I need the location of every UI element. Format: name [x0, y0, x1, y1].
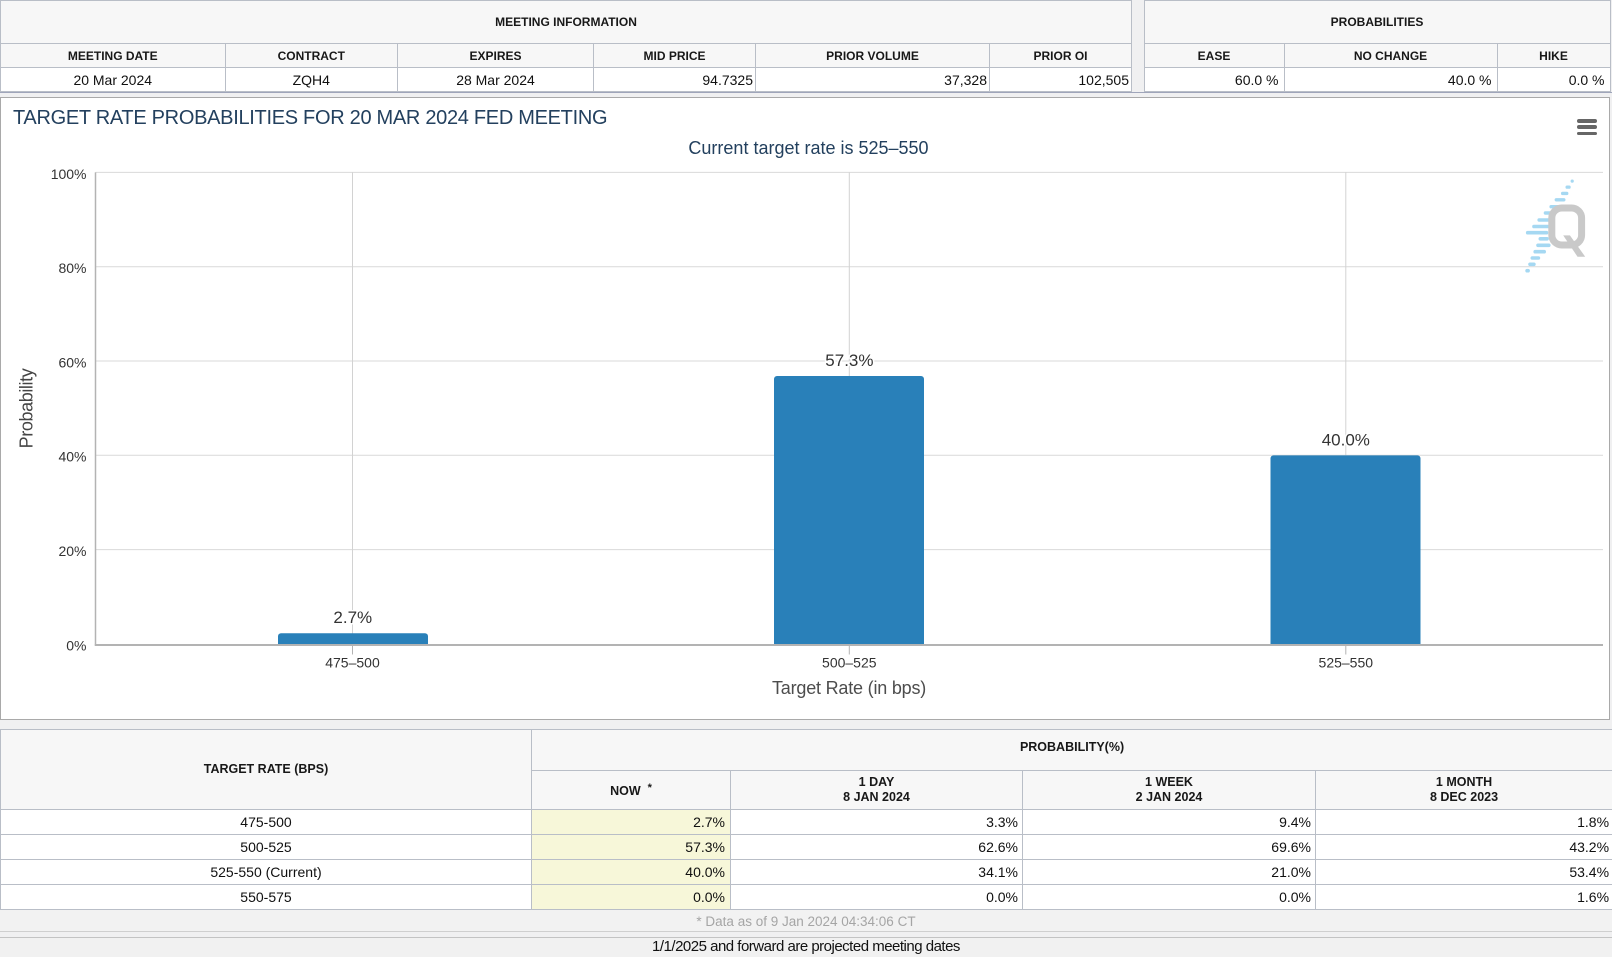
svg-text:475–500: 475–500	[325, 654, 380, 670]
svg-text:80%: 80%	[58, 260, 86, 276]
svg-text:2.7%: 2.7%	[333, 608, 372, 627]
svg-text:100%: 100%	[51, 166, 87, 182]
svg-text:60%: 60%	[58, 354, 86, 370]
svg-text:40.0%: 40.0%	[1322, 430, 1370, 449]
svg-text:57.3%: 57.3%	[825, 351, 873, 370]
svg-text:40%: 40%	[58, 449, 86, 465]
svg-text:20%: 20%	[58, 543, 86, 559]
svg-text:525–550: 525–550	[1319, 654, 1374, 670]
svg-text:0%: 0%	[66, 637, 86, 653]
svg-text:500–525: 500–525	[822, 654, 877, 670]
